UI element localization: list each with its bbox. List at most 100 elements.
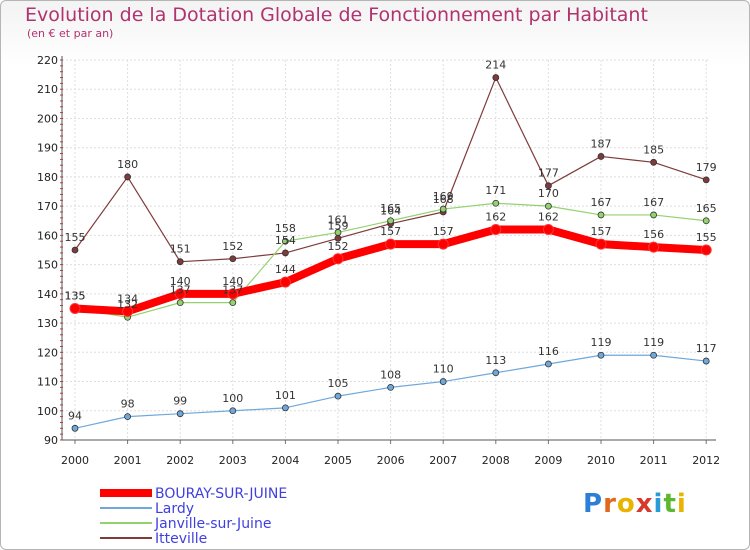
data-label: 108 (380, 368, 401, 381)
data-point (387, 383, 395, 391)
data-label: 187 (591, 137, 612, 150)
data-point (69, 302, 81, 314)
x-tick-label: 2009 (534, 454, 562, 467)
x-tick-labels: 2000 2001 2002 2003 2004 2005 2006 2007 2008 2009… (61, 454, 720, 467)
data-label: 167 (643, 196, 664, 209)
legend-label: Lardy (155, 501, 194, 517)
y-tick-label: 160 (37, 229, 58, 242)
data-point (650, 158, 657, 166)
y-tick-label: 100 (37, 405, 58, 418)
x-tick-label: 2007 (429, 454, 457, 467)
logo-letter: r (603, 489, 617, 519)
data-point (229, 255, 237, 263)
x-tick-label: 2001 (114, 454, 142, 467)
data-label: 158 (275, 222, 296, 235)
logo-letter: i (653, 489, 664, 519)
data-point (648, 241, 660, 253)
data-point (334, 229, 342, 236)
data-label: 113 (485, 354, 506, 367)
logo-letter: P (583, 489, 604, 519)
y-tick-label: 210 (37, 83, 58, 96)
y-tick-label: 180 (37, 171, 58, 184)
data-point (492, 369, 500, 377)
data-point (597, 153, 605, 160)
proxiti-logo: Proxiti (583, 489, 687, 519)
data-label: 134 (117, 292, 138, 305)
data-label: 99 (173, 395, 187, 408)
data-point (492, 74, 500, 81)
data-point (702, 176, 710, 184)
data-point (279, 276, 291, 288)
data-label: 119 (591, 336, 612, 349)
y-tick-label: 130 (37, 317, 58, 330)
y-tick-label: 150 (37, 259, 58, 272)
data-label: 179 (696, 161, 717, 174)
data-label: 94 (68, 409, 82, 422)
x-tick-label: 2003 (219, 454, 247, 467)
x-tick-label: 2004 (271, 454, 299, 467)
data-point (281, 237, 289, 245)
x-tick-label: 2012 (692, 454, 720, 467)
x-tick-label: 2002 (166, 454, 194, 467)
data-label: 101 (275, 389, 296, 402)
y-tick-label: 90 (44, 434, 58, 447)
data-point (650, 211, 657, 219)
data-point (71, 246, 79, 254)
data-point (437, 238, 449, 250)
data-point (490, 224, 502, 236)
data-label: 157 (433, 225, 454, 238)
data-point (176, 258, 184, 266)
data-label: 185 (643, 143, 664, 156)
data-point (71, 424, 79, 432)
x-tick-label: 2005 (324, 454, 352, 467)
data-label: 110 (433, 363, 454, 376)
y-tick-label: 120 (37, 346, 58, 359)
data-point (702, 217, 710, 225)
data-point (387, 217, 395, 225)
data-label: 169 (433, 190, 454, 203)
data-label: 159 (328, 219, 349, 232)
data-label: 152 (222, 240, 243, 253)
chart-subtitle: (en € et par an) (27, 27, 114, 40)
x-tick-label: 2010 (587, 454, 615, 467)
data-label: 168 (433, 193, 454, 206)
data-label: 140 (170, 275, 191, 288)
data-point (595, 238, 607, 250)
data-label: 116 (538, 345, 559, 358)
data-label: 161 (328, 213, 349, 226)
legend-label: Itteville (155, 531, 207, 547)
data-point (700, 244, 712, 256)
data-point (122, 305, 134, 317)
data-label: 117 (696, 342, 717, 355)
data-point (281, 404, 289, 412)
data-label: 140 (222, 275, 243, 288)
data-label: 157 (591, 225, 612, 238)
data-point (492, 199, 500, 207)
data-point (597, 351, 605, 359)
data-point (702, 357, 710, 365)
data-label: 152 (328, 240, 349, 253)
x-tick-label: 2006 (377, 454, 405, 467)
data-label: 155 (65, 231, 86, 244)
y-tick-label: 170 (37, 200, 58, 213)
data-point (385, 238, 397, 250)
legend-label: Janville-sur-Juine (154, 516, 271, 532)
data-label: 155 (696, 231, 717, 244)
data-point (545, 182, 552, 190)
data-label: 170 (538, 187, 559, 200)
data-label: 214 (485, 59, 506, 72)
data-point (650, 351, 657, 359)
data-label: 100 (222, 392, 243, 405)
data-point (176, 410, 184, 418)
data-label: 119 (643, 336, 664, 349)
y-tick-label: 200 (37, 112, 58, 125)
data-point (439, 205, 447, 213)
logo-letter: t (663, 489, 677, 519)
axes (60, 56, 716, 444)
x-tick-label: 2000 (61, 454, 89, 467)
data-label: 157 (380, 225, 401, 238)
data-label: 98 (121, 398, 135, 411)
data-point (439, 378, 447, 385)
data-point (229, 407, 237, 415)
